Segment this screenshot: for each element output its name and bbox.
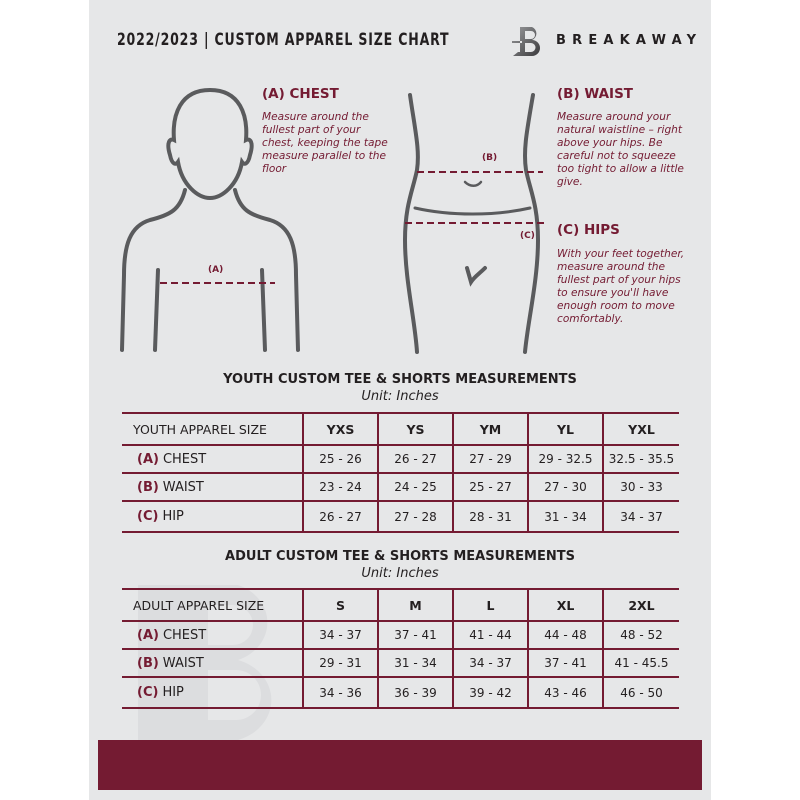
table-cell: 24 - 25 [377, 472, 453, 502]
row-label: (B) WAIST [122, 472, 303, 502]
table-row: (C) HIP 26 - 27 27 - 28 28 - 31 31 - 34 3… [122, 500, 679, 533]
table-cell: 34 - 36 [302, 676, 378, 709]
header-cell: L [452, 588, 528, 622]
table-cell: 36 - 39 [377, 676, 453, 709]
header-cell: YOUTH APPAREL SIZE [122, 412, 303, 446]
table-cell: 25 - 27 [452, 472, 528, 502]
header-cell: YM [452, 412, 528, 446]
brand-name: BREAKAWAY [556, 33, 703, 48]
table-cell: 48 - 52 [602, 620, 679, 650]
table-cell: 28 - 31 [452, 500, 528, 533]
table-cell: 26 - 27 [302, 500, 378, 533]
hips-instructions: With your feet together, measure around … [557, 248, 685, 325]
table-cell: 37 - 41 [527, 648, 603, 678]
table-cell: 27 - 30 [527, 472, 603, 502]
adult-size-table: ADULT APPAREL SIZE S M L XL 2XL (A) CHEST… [122, 588, 679, 709]
adult-table-title: ADULT CUSTOM TEE & SHORTS MEASUREMENTS [225, 549, 575, 564]
youth-table-title: YOUTH CUSTOM TEE & SHORTS MEASUREMENTS [223, 372, 577, 387]
breakaway-logo-icon [512, 27, 540, 56]
table-cell: 34 - 37 [452, 648, 528, 678]
header-cell: YXL [602, 412, 679, 446]
table-cell: 31 - 34 [527, 500, 603, 533]
table-cell: 39 - 42 [452, 676, 528, 709]
table-row: (A) CHEST 34 - 37 37 - 41 41 - 44 44 - 48… [122, 620, 679, 650]
chest-figure-illustration [120, 87, 300, 352]
hips-heading: (C) HIPS [557, 222, 620, 238]
chest-marker: (A) [208, 265, 224, 275]
row-label: (C) HIP [122, 500, 303, 533]
row-label: (B) WAIST [122, 648, 303, 678]
table-cell: 29 - 32.5 [527, 444, 603, 474]
header-cell: YL [527, 412, 603, 446]
table-row: (A) CHEST 25 - 26 26 - 27 27 - 29 29 - 32… [122, 444, 679, 474]
header-cell: M [377, 588, 453, 622]
youth-size-table: YOUTH APPAREL SIZE YXS YS YM YL YXL (A) C… [122, 412, 679, 533]
table-cell: 34 - 37 [302, 620, 378, 650]
footer-bar [98, 740, 702, 790]
table-cell: 41 - 44 [452, 620, 528, 650]
table-cell: 37 - 41 [377, 620, 453, 650]
table-cell: 32.5 - 35.5 [602, 444, 679, 474]
table-row: (B) WAIST 29 - 31 31 - 34 34 - 37 37 - 41… [122, 648, 679, 678]
table-header-row: ADULT APPAREL SIZE S M L XL 2XL [122, 588, 679, 622]
table-cell: 30 - 33 [602, 472, 679, 502]
table-cell: 26 - 27 [377, 444, 453, 474]
row-label: (A) CHEST [122, 620, 303, 650]
table-cell: 31 - 34 [377, 648, 453, 678]
header-cell: YS [377, 412, 453, 446]
waist-marker: (B) [482, 153, 498, 163]
table-row: (B) WAIST 23 - 24 24 - 25 25 - 27 27 - 30… [122, 472, 679, 502]
chest-heading: (A) CHEST [262, 86, 339, 102]
table-cell: 43 - 46 [527, 676, 603, 709]
table-cell: 29 - 31 [302, 648, 378, 678]
table-cell: 41 - 45.5 [602, 648, 679, 678]
waist-instructions: Measure around your natural waistline – … [557, 111, 684, 188]
header-cell: YXS [302, 412, 378, 446]
header-cell: S [302, 588, 378, 622]
table-header-row: YOUTH APPAREL SIZE YXS YS YM YL YXL [122, 412, 679, 446]
table-cell: 34 - 37 [602, 500, 679, 533]
table-cell: 27 - 29 [452, 444, 528, 474]
table-row: (C) HIP 34 - 36 36 - 39 39 - 42 43 - 46 4… [122, 676, 679, 709]
table-cell: 25 - 26 [302, 444, 378, 474]
waist-heading: (B) WAIST [557, 86, 634, 102]
row-label: (A) CHEST [122, 444, 303, 474]
header-cell: XL [527, 588, 603, 622]
youth-table-unit: Unit: Inches [361, 389, 439, 404]
row-label: (C) HIP [122, 676, 303, 709]
header-cell: 2XL [602, 588, 679, 622]
header-cell: ADULT APPAREL SIZE [122, 588, 303, 622]
adult-table-unit: Unit: Inches [361, 566, 439, 581]
table-cell: 46 - 50 [602, 676, 679, 709]
hips-marker: (C) [520, 231, 535, 241]
table-cell: 44 - 48 [527, 620, 603, 650]
table-cell: 27 - 28 [377, 500, 453, 533]
table-cell: 23 - 24 [302, 472, 378, 502]
waist-hips-figure-illustration [402, 93, 547, 354]
page-title: 2022/2023 | CUSTOM APPAREL SIZE CHART [117, 30, 450, 50]
chest-instructions: Measure around the fullest part of your … [262, 111, 388, 175]
